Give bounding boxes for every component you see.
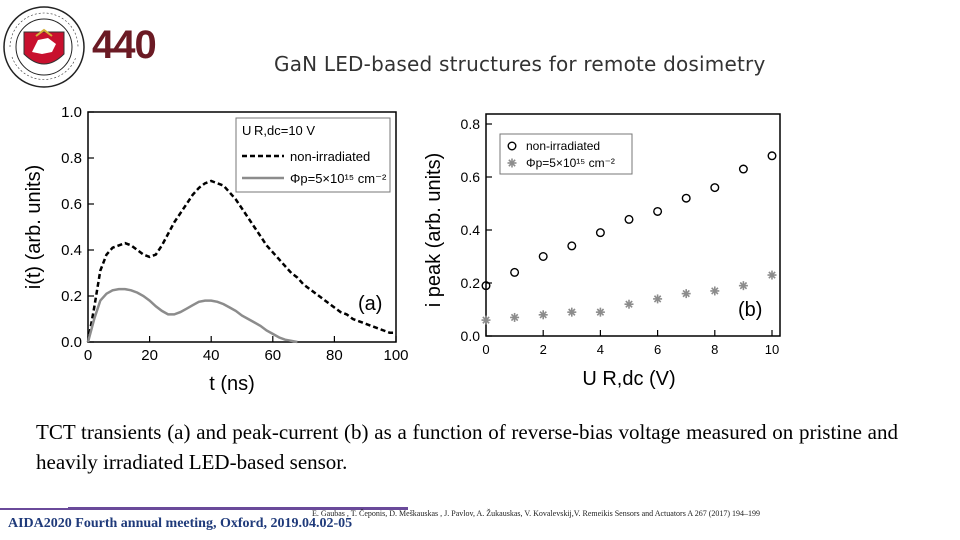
chart-a-transients: 0 20 40 60 80 100 0.0 0.2 0.4 0.6 0.8 1.0 t (ns) i(t)… [18, 100, 418, 400]
y-axis-label: i peak (arb. units) [423, 153, 445, 308]
y-tick-label: 0.8 [461, 116, 481, 132]
legend-label-irradiated: Φp=5×10¹⁵ cm⁻² [526, 156, 615, 170]
x-axis-label: U R,dc (V) [582, 368, 675, 390]
x-tick-label: 60 [264, 347, 281, 364]
anniversary-440-logo: 440 [92, 22, 174, 67]
x-axis-label: t (ns) [209, 373, 255, 395]
point-non-irradiated [710, 183, 720, 193]
legend-label-irradiated: Φp=5×10¹⁵ cm⁻² [290, 171, 387, 186]
y-tick-label: 0.0 [61, 334, 82, 351]
footer-meeting-text: AIDA2020 Fourth annual meeting, Oxford, … [8, 516, 353, 531]
footer-accent-line-left [0, 508, 68, 510]
point-irradiated [510, 312, 520, 322]
point-non-irradiated [767, 151, 777, 161]
x-tick-label: 40 [203, 347, 220, 364]
page-title: GaN LED-based structures for remote dosi… [274, 52, 766, 76]
point-irradiated [681, 289, 691, 299]
point-non-irradiated [595, 228, 605, 238]
point-irradiated [567, 307, 577, 317]
y-axis-label: i(t) (arb. units) [23, 165, 45, 289]
x-tick-label: 2 [540, 342, 547, 357]
y-tick-label: 0.4 [61, 242, 82, 259]
y-tick-label: 0.0 [461, 328, 481, 344]
y-tick-label: 0.8 [61, 150, 82, 167]
panel-label-a: (a) [358, 293, 382, 315]
point-non-irradiated [653, 206, 663, 216]
chart-b-svg: 0 2 4 6 8 10 0.0 0.2 0.4 0.6 0.8 U R,dc (V) i peak (… [423, 113, 781, 390]
x-tick-label: 10 [765, 342, 779, 357]
legend-label-non-irradiated: non-irradiated [290, 149, 370, 164]
x-tick-label: 0 [84, 347, 92, 364]
point-non-irradiated [567, 241, 577, 251]
point-non-irradiated [481, 281, 491, 291]
footer-accent-line [68, 507, 408, 510]
series-line-irradiated [86, 287, 298, 344]
point-irradiated [738, 281, 748, 291]
chart-b-peak-current: 0 2 4 6 8 10 0.0 0.2 0.4 0.6 0.8 U R,dc (V) i peak (… [420, 100, 785, 400]
point-non-irradiated [510, 267, 520, 277]
y-tick-label: 1.0 [61, 104, 82, 121]
point-non-irradiated [738, 164, 748, 174]
legend-header: U R,dc=10 V [242, 123, 315, 138]
point-non-irradiated [624, 214, 634, 224]
legend-marker-irradiated [507, 158, 517, 168]
x-tick-label: 4 [597, 342, 604, 357]
point-non-irradiated [681, 193, 691, 203]
legend-label-non-irradiated: non-irradiated [526, 139, 600, 153]
series-line-non-irradiated [86, 179, 396, 343]
x-tick-label: 80 [326, 347, 343, 364]
x-tick-label: 6 [654, 342, 661, 357]
legend-box [499, 133, 633, 175]
x-tick-label: 0 [482, 342, 489, 357]
logo-440-text: 440 [92, 23, 156, 66]
chart-a-svg: 0 20 40 60 80 100 0.0 0.2 0.4 0.6 0.8 1.0 t (ns) i(t)… [23, 104, 409, 395]
reference-citation: E. Gaubas , T. Čeponis, D. Meškauskas , … [312, 509, 761, 518]
point-irradiated [624, 299, 634, 309]
plot-frame [87, 111, 397, 343]
legend-marker-non-irradiated [507, 141, 517, 151]
point-irradiated [595, 307, 605, 317]
y-tick-label: 0.2 [61, 288, 82, 305]
y-tick-label: 0.4 [461, 222, 481, 238]
y-tick-label: 0.2 [461, 275, 481, 291]
plot-frame [485, 113, 781, 337]
point-irradiated [481, 315, 491, 325]
point-irradiated [710, 286, 720, 296]
point-irradiated [653, 294, 663, 304]
university-seal-logo [2, 2, 86, 92]
figure-caption: TCT transients (a) and peak-current (b) … [36, 420, 898, 474]
x-tick-label: 8 [711, 342, 718, 357]
y-tick-label: 0.6 [461, 169, 481, 185]
point-non-irradiated [538, 251, 548, 261]
point-irradiated [767, 270, 777, 280]
panel-label-b: (b) [738, 299, 762, 321]
x-tick-label: 100 [383, 347, 408, 364]
x-tick-label: 20 [141, 347, 158, 364]
y-tick-label: 0.6 [61, 196, 82, 213]
point-irradiated [538, 310, 548, 320]
